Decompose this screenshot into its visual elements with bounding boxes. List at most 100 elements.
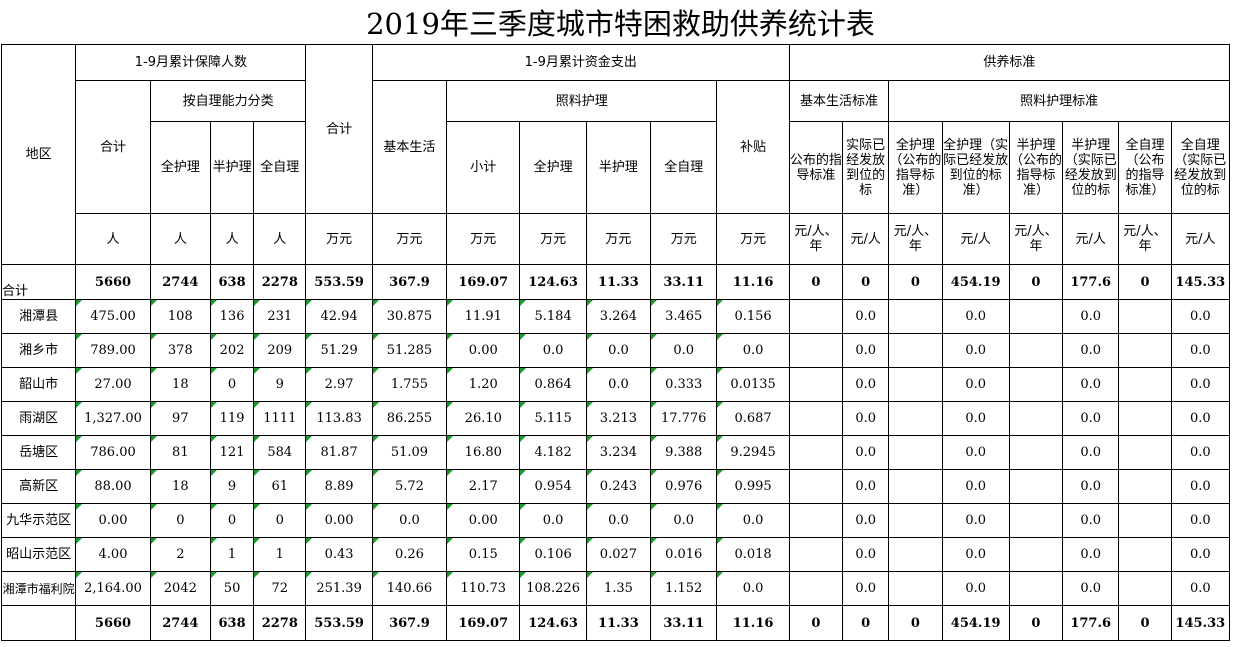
value-cell[interactable]: 0.0 bbox=[842, 401, 890, 436]
value-cell[interactable]: 140.66 bbox=[371, 571, 448, 606]
value-cell[interactable]: 5.72 bbox=[371, 469, 448, 504]
value-cell[interactable]: 0.43 bbox=[305, 537, 373, 572]
value-cell[interactable] bbox=[1008, 435, 1064, 470]
value-cell[interactable]: 177.6 bbox=[1062, 264, 1120, 300]
value-cell[interactable]: 2.97 bbox=[305, 367, 373, 402]
value-cell[interactable]: 0 bbox=[209, 367, 255, 402]
value-cell[interactable]: 81 bbox=[149, 435, 211, 470]
value-cell[interactable]: 0 bbox=[1118, 605, 1172, 641]
value-cell[interactable]: 51.29 bbox=[305, 333, 373, 368]
value-cell[interactable]: 0.976 bbox=[650, 469, 718, 504]
value-cell[interactable]: 0.0 bbox=[650, 503, 718, 538]
value-cell[interactable]: 0.0 bbox=[1170, 469, 1231, 504]
value-cell[interactable] bbox=[788, 401, 844, 436]
value-cell[interactable] bbox=[1008, 503, 1064, 538]
value-cell[interactable] bbox=[788, 367, 844, 402]
value-cell[interactable]: 145.33 bbox=[1170, 264, 1231, 300]
value-cell[interactable]: 124.63 bbox=[519, 264, 587, 300]
value-cell[interactable]: 33.11 bbox=[650, 605, 718, 641]
value-cell[interactable]: 9 bbox=[209, 469, 255, 504]
value-cell[interactable]: 0.15 bbox=[446, 537, 521, 572]
value-cell[interactable]: 18 bbox=[149, 367, 211, 402]
value-cell[interactable]: 0.016 bbox=[650, 537, 718, 572]
value-cell[interactable]: 0.0135 bbox=[716, 367, 790, 402]
value-cell[interactable]: 11.16 bbox=[716, 264, 790, 300]
value-cell[interactable] bbox=[888, 401, 943, 436]
value-cell[interactable]: 8.89 bbox=[305, 469, 373, 504]
value-cell[interactable]: 367.9 bbox=[371, 264, 448, 300]
value-cell[interactable]: 0.0 bbox=[842, 537, 890, 572]
value-cell[interactable]: 0.0 bbox=[585, 503, 652, 538]
value-cell[interactable]: 0.156 bbox=[716, 299, 790, 334]
value-cell[interactable] bbox=[1008, 537, 1064, 572]
value-cell[interactable]: 51.285 bbox=[371, 333, 448, 368]
value-cell[interactable]: 786.00 bbox=[75, 435, 151, 470]
value-cell[interactable]: 0.00 bbox=[305, 503, 373, 538]
value-cell[interactable]: 16.80 bbox=[446, 435, 521, 470]
value-cell[interactable] bbox=[788, 571, 844, 606]
value-cell[interactable]: 0.0 bbox=[519, 333, 587, 368]
value-cell[interactable]: 2744 bbox=[149, 605, 211, 641]
value-cell[interactable]: 0.0 bbox=[1062, 571, 1120, 606]
value-cell[interactable]: 0.0 bbox=[1170, 401, 1231, 436]
value-cell[interactable]: 0.0 bbox=[371, 503, 448, 538]
value-cell[interactable]: 0.333 bbox=[650, 367, 718, 402]
value-cell[interactable]: 0.0 bbox=[716, 571, 790, 606]
value-cell[interactable]: 1.152 bbox=[650, 571, 718, 606]
value-cell[interactable]: 1111 bbox=[253, 401, 307, 436]
value-cell[interactable]: 0.0 bbox=[1062, 503, 1120, 538]
value-cell[interactable]: 0.0 bbox=[1170, 435, 1231, 470]
value-cell[interactable]: 169.07 bbox=[446, 605, 521, 641]
value-cell[interactable]: 2278 bbox=[253, 605, 307, 641]
value-cell[interactable]: 1 bbox=[253, 537, 307, 572]
value-cell[interactable] bbox=[1008, 469, 1064, 504]
value-cell[interactable]: 17.776 bbox=[650, 401, 718, 436]
value-cell[interactable]: 1.20 bbox=[446, 367, 521, 402]
value-cell[interactable] bbox=[888, 571, 943, 606]
value-cell[interactable]: 0.0 bbox=[650, 333, 718, 368]
value-cell[interactable]: 454.19 bbox=[941, 264, 1010, 300]
value-cell[interactable]: 0.0 bbox=[941, 503, 1010, 538]
value-cell[interactable]: 0.0 bbox=[1062, 469, 1120, 504]
value-cell[interactable]: 0.0 bbox=[1062, 299, 1120, 334]
value-cell[interactable] bbox=[888, 435, 943, 470]
value-cell[interactable]: 136 bbox=[209, 299, 255, 334]
value-cell[interactable]: 42.94 bbox=[305, 299, 373, 334]
value-cell[interactable]: 97 bbox=[149, 401, 211, 436]
value-cell[interactable]: 3.234 bbox=[585, 435, 652, 470]
value-cell[interactable]: 0.0 bbox=[842, 571, 890, 606]
value-cell[interactable]: 0.0 bbox=[519, 503, 587, 538]
value-cell[interactable]: 0.027 bbox=[585, 537, 652, 572]
value-cell[interactable]: 0.0 bbox=[941, 333, 1010, 368]
value-cell[interactable]: 0.864 bbox=[519, 367, 587, 402]
value-cell[interactable]: 0.0 bbox=[941, 571, 1010, 606]
value-cell[interactable]: 4.00 bbox=[75, 537, 151, 572]
value-cell[interactable]: 454.19 bbox=[941, 605, 1010, 641]
value-cell[interactable] bbox=[1118, 571, 1172, 606]
value-cell[interactable]: 3.213 bbox=[585, 401, 652, 436]
value-cell[interactable]: 638 bbox=[209, 605, 255, 641]
value-cell[interactable]: 11.33 bbox=[585, 264, 652, 300]
value-cell[interactable]: 1,327.00 bbox=[75, 401, 151, 436]
value-cell[interactable]: 2 bbox=[149, 537, 211, 572]
value-cell[interactable]: 61 bbox=[253, 469, 307, 504]
value-cell[interactable]: 119 bbox=[209, 401, 255, 436]
value-cell[interactable]: 81.87 bbox=[305, 435, 373, 470]
value-cell[interactable]: 51.09 bbox=[371, 435, 448, 470]
value-cell[interactable]: 0.0 bbox=[941, 435, 1010, 470]
value-cell[interactable]: 0.0 bbox=[941, 367, 1010, 402]
value-cell[interactable]: 231 bbox=[253, 299, 307, 334]
value-cell[interactable]: 584 bbox=[253, 435, 307, 470]
value-cell[interactable]: 0.0 bbox=[1062, 367, 1120, 402]
value-cell[interactable]: 145.33 bbox=[1170, 605, 1231, 641]
value-cell[interactable]: 0.995 bbox=[716, 469, 790, 504]
value-cell[interactable]: 108.226 bbox=[519, 571, 587, 606]
value-cell[interactable] bbox=[1118, 401, 1172, 436]
value-cell[interactable] bbox=[1008, 571, 1064, 606]
value-cell[interactable]: 0.0 bbox=[1170, 367, 1231, 402]
value-cell[interactable]: 0.0 bbox=[941, 469, 1010, 504]
value-cell[interactable]: 1.755 bbox=[371, 367, 448, 402]
value-cell[interactable] bbox=[1008, 401, 1064, 436]
value-cell[interactable]: 0.0 bbox=[941, 299, 1010, 334]
value-cell[interactable] bbox=[888, 333, 943, 368]
